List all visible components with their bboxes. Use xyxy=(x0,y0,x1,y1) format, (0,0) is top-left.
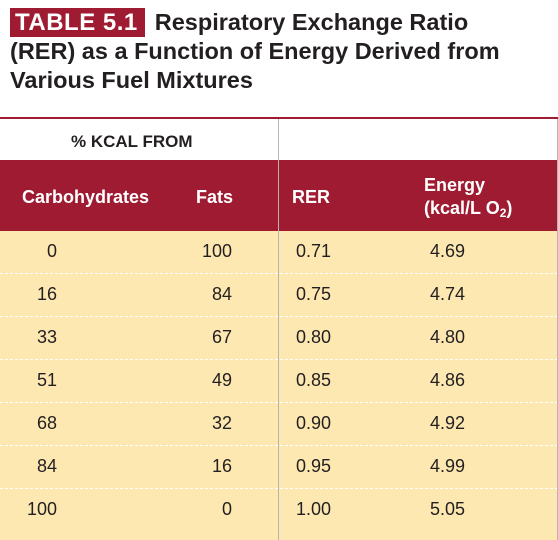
column-header-fats: Fats xyxy=(196,187,234,207)
table-row: 16 84 0.75 4.74 xyxy=(0,274,558,317)
table-row: 51 49 0.85 4.86 xyxy=(0,360,558,403)
title-line-3: Various Fuel Mixtures xyxy=(10,67,253,93)
table-row: 33 67 0.80 4.80 xyxy=(0,317,558,360)
group-label-kcal-from: % KCAL FROM xyxy=(71,132,193,151)
column-divider-left xyxy=(278,119,279,540)
cell-carbohydrates: 100 xyxy=(26,499,57,519)
cell-energy: 5.05 xyxy=(430,499,466,519)
cell-carbohydrates: 33 xyxy=(36,327,57,347)
cell-energy: 4.99 xyxy=(430,456,466,476)
column-header-row: Carbohydrates Fats RER Energy (kcal/L O2) xyxy=(0,160,558,231)
cell-carbohydrates: 68 xyxy=(36,413,57,433)
cell-rer: 0.75 xyxy=(296,284,332,304)
row-divider xyxy=(0,273,558,274)
energy-header-unit-suffix: ) xyxy=(506,198,513,218)
title-line-2: (RER) as a Function of Energy Derived fr… xyxy=(10,38,500,64)
table-row: 84 16 0.95 4.99 xyxy=(0,446,558,489)
column-header-energy: Energy (kcal/L O2) xyxy=(424,174,512,220)
energy-header-unit-prefix: (kcal/L O xyxy=(424,198,500,218)
table-row: 0 100 0.71 4.69 xyxy=(0,231,558,274)
table-number-badge: TABLE 5.1 xyxy=(10,8,145,37)
cell-carbohydrates: 0 xyxy=(46,241,57,261)
group-header-row: % KCAL FROM xyxy=(0,119,558,160)
table-title: TABLE 5.1 Respiratory Exchange Ratio (RER… xyxy=(10,8,550,95)
energy-header-line-1: Energy xyxy=(424,175,486,195)
row-divider xyxy=(0,402,558,403)
cell-fats: 67 xyxy=(211,327,232,347)
column-header-rer: RER xyxy=(292,187,331,207)
cell-energy: 4.80 xyxy=(430,327,466,347)
row-divider xyxy=(0,488,558,489)
cell-rer: 1.00 xyxy=(296,499,332,519)
cell-energy: 4.92 xyxy=(430,413,466,433)
table-row: 68 32 0.90 4.92 xyxy=(0,403,558,446)
cell-carbohydrates: 84 xyxy=(36,456,57,476)
cell-rer: 0.85 xyxy=(296,370,332,390)
title-text-1: Respiratory Exchange Ratio xyxy=(154,9,469,35)
cell-fats: 32 xyxy=(211,413,232,433)
table-row: 100 0 1.00 5.05 xyxy=(0,489,558,532)
cell-rer: 0.80 xyxy=(296,327,332,347)
title-line-1: TABLE 5.1 Respiratory Exchange Ratio xyxy=(10,8,550,37)
cell-rer: 0.71 xyxy=(296,241,332,261)
cell-rer: 0.90 xyxy=(296,413,332,433)
cell-fats: 84 xyxy=(211,284,232,304)
row-divider xyxy=(0,316,558,317)
row-divider xyxy=(0,359,558,360)
title-rule xyxy=(0,117,558,119)
cell-fats: 16 xyxy=(211,456,232,476)
cell-energy: 4.86 xyxy=(430,370,466,390)
cell-energy: 4.69 xyxy=(430,241,466,261)
cell-energy: 4.74 xyxy=(430,284,466,304)
row-divider xyxy=(0,445,558,446)
cell-carbohydrates: 16 xyxy=(36,284,57,304)
table-body: 0 100 0.71 4.69 16 84 0.75 4.74 33 67 0.… xyxy=(0,231,558,540)
cell-fats: 0 xyxy=(221,499,232,519)
cell-fats: 49 xyxy=(211,370,232,390)
cell-fats: 100 xyxy=(201,241,232,261)
cell-carbohydrates: 51 xyxy=(36,370,57,390)
energy-header-unit-subscript: 2 xyxy=(499,206,507,220)
column-header-carbohydrates: Carbohydrates xyxy=(22,187,150,207)
cell-rer: 0.95 xyxy=(296,456,332,476)
